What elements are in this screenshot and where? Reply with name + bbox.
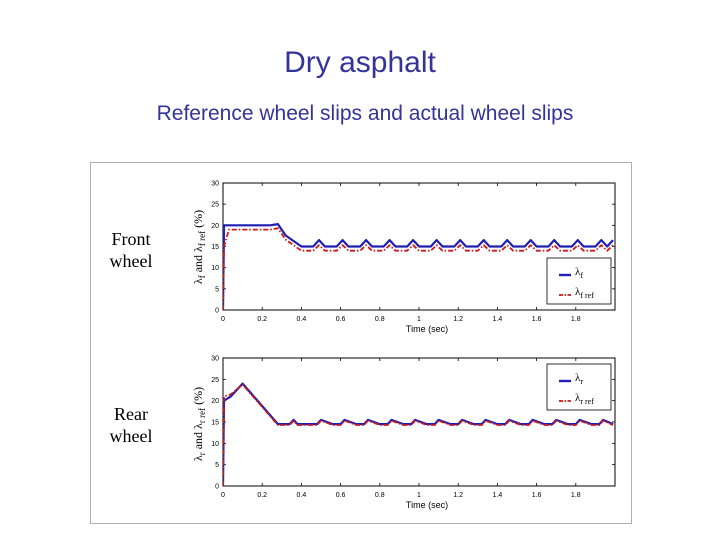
rear-xlabel: Time (sec) [406,500,448,510]
rear-ylabel: λr and λr ref (%) [191,387,207,461]
rear-legend-box [546,363,612,411]
slide-title: Dry asphalt [284,46,436,79]
rear-ytick-label: 25 [211,377,219,384]
rear-xtick-label: 0.6 [336,492,346,499]
front-chart: 0 0.2 0.4 0.6 0.8 1 1.2 1.4 1.6 1.8 0 5 10 15 20 25 30 Ti… [191,181,616,334]
rear-xtick-label: 1.6 [532,492,542,499]
front-wheel-label-line1: Front [111,229,151,249]
rear-xtick-label: 0.4 [297,492,307,499]
rear-ytick-label: 15 [211,420,219,427]
front-xtick-label: 1 [417,316,421,323]
rear-legend-label: λr [575,372,583,386]
front-ylabel: λf and λf ref (%) [191,210,207,284]
rear-xtick-label: 0.8 [375,492,385,499]
rear-xtick-label: 1.4 [493,492,503,499]
front-xtick-label: 0.2 [257,316,267,323]
rear-wheel-label-line2: wheel [109,426,153,446]
front-ytick-label: 10 [211,265,219,272]
front-xtick-label: 1.6 [532,316,542,323]
slide-subtitle: Reference wheel slips and actual wheel s… [156,102,574,125]
front-xtick-label: 1.4 [493,316,503,323]
rear-xtick-label: 1 [417,492,421,499]
front-wheel-label: Front wheel [96,228,166,272]
rear-xtick-label: 1.8 [571,492,581,499]
front-series-reference [223,227,614,310]
front-series-actual [223,223,614,310]
front-ytick-label: 25 [211,202,219,209]
rear-chart: 0 0.2 0.4 0.6 0.8 1 1.2 1.4 1.6 1.8 0 5 10 15 20 25 30 Ti… [191,356,616,510]
rear-legend-label: λr ref [575,392,594,406]
front-xtick-label: 0.8 [375,316,385,323]
rear-ytick-label: 20 [211,398,219,405]
front-legend-box [546,257,612,305]
front-ytick-label: 30 [211,181,219,188]
front-xlabel: Time (sec) [406,324,448,334]
front-ytick-label: 0 [215,308,219,315]
rear-wheel-label: Rear wheel [96,403,166,447]
rear-xtick-label: 0.2 [257,492,267,499]
front-xtick-label: 0.4 [297,316,307,323]
front-xtick-label: 1.2 [453,316,463,323]
rear-ytick-label: 10 [211,441,219,448]
front-xtick-label: 0 [221,316,225,323]
front-legend-label: λf ref [575,286,594,300]
front-wheel-label-line2: wheel [109,251,153,271]
rear-wheel-label-line1: Rear [114,404,148,424]
front-legend-label: λf [575,266,583,280]
rear-xtick-label: 1.2 [453,492,463,499]
rear-ytick-label: 5 [215,462,219,469]
rear-xtick-label: 0 [221,492,225,499]
front-ytick-label: 20 [211,223,219,230]
front-ytick-label: 5 [215,286,219,293]
front-xtick-label: 1.8 [571,316,581,323]
rear-series-actual [223,382,614,486]
front-ytick-label: 15 [211,244,219,251]
front-xtick-label: 0.6 [336,316,346,323]
rear-ytick-label: 30 [211,356,219,363]
rear-ytick-label: 0 [215,484,219,491]
